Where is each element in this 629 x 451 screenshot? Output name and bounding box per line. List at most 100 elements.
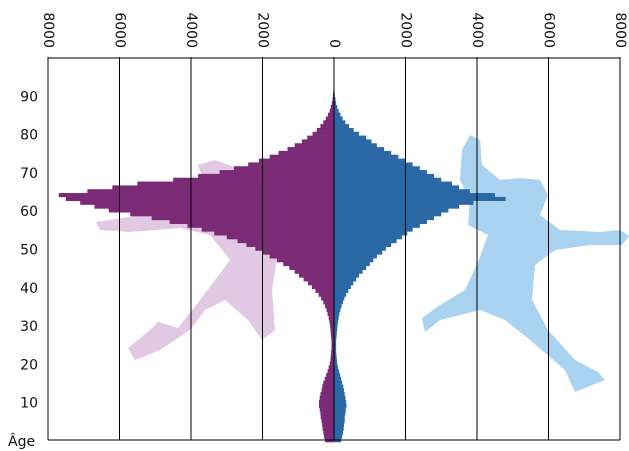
bar bbox=[233, 166, 334, 171]
bar bbox=[108, 208, 335, 213]
bar bbox=[324, 376, 334, 382]
bar bbox=[287, 147, 334, 152]
bar bbox=[334, 327, 338, 332]
bar bbox=[325, 304, 334, 309]
bar bbox=[248, 162, 334, 167]
bar bbox=[334, 434, 343, 439]
bar bbox=[322, 422, 334, 427]
bar bbox=[328, 365, 334, 370]
x-tick-label: 4000 bbox=[469, 12, 485, 48]
bar bbox=[334, 269, 363, 274]
bar bbox=[303, 277, 334, 282]
x-tick-label: 4000 bbox=[183, 12, 199, 48]
bar bbox=[87, 189, 334, 194]
bar bbox=[322, 384, 334, 389]
bar bbox=[334, 239, 397, 244]
bar bbox=[330, 330, 334, 336]
bar bbox=[334, 265, 367, 270]
bar bbox=[334, 158, 406, 163]
y-tick-label: 90 bbox=[20, 89, 38, 105]
bar bbox=[289, 265, 334, 270]
bar bbox=[334, 330, 337, 336]
bar bbox=[334, 204, 460, 209]
bar bbox=[334, 162, 413, 167]
bar bbox=[94, 204, 334, 209]
bar bbox=[334, 380, 343, 385]
bar bbox=[334, 227, 413, 232]
y-tick-label: 70 bbox=[20, 166, 38, 182]
bar bbox=[334, 430, 343, 435]
bar bbox=[334, 116, 343, 121]
bar bbox=[334, 300, 343, 305]
bar bbox=[331, 346, 334, 351]
bar bbox=[334, 369, 340, 374]
bar bbox=[169, 219, 334, 224]
bar bbox=[334, 212, 442, 217]
bar bbox=[334, 307, 341, 313]
bar bbox=[320, 392, 334, 397]
bar bbox=[334, 261, 370, 267]
bar bbox=[330, 357, 334, 362]
bar bbox=[332, 97, 334, 102]
bar bbox=[323, 300, 334, 305]
bar bbox=[323, 120, 334, 125]
bar bbox=[334, 296, 345, 301]
bar bbox=[334, 104, 338, 110]
bar bbox=[334, 419, 345, 424]
bar bbox=[334, 200, 474, 205]
bar bbox=[323, 430, 334, 435]
bar bbox=[331, 342, 334, 347]
bar bbox=[334, 392, 345, 397]
bar bbox=[187, 223, 334, 228]
bar bbox=[301, 139, 334, 144]
bar bbox=[334, 319, 338, 324]
bar bbox=[330, 327, 334, 332]
bar bbox=[307, 135, 334, 140]
bar bbox=[334, 139, 372, 144]
y-axis-label: Âge bbox=[8, 432, 35, 450]
bar bbox=[137, 181, 334, 186]
x-tick-label: 6000 bbox=[112, 12, 128, 48]
bar bbox=[330, 323, 334, 328]
bar bbox=[311, 284, 334, 290]
x-tick-label: 0 bbox=[326, 39, 342, 48]
x-tick-label: 2000 bbox=[398, 12, 414, 48]
bar bbox=[326, 307, 334, 313]
bar bbox=[334, 127, 354, 133]
x-tick-label: 8000 bbox=[40, 12, 56, 48]
bar bbox=[334, 403, 347, 408]
bar bbox=[298, 273, 334, 278]
bar bbox=[334, 208, 449, 213]
bar bbox=[226, 235, 334, 240]
bar bbox=[334, 177, 442, 182]
bar bbox=[334, 323, 338, 328]
bar bbox=[334, 342, 337, 347]
bar bbox=[318, 399, 334, 404]
bar bbox=[130, 212, 334, 217]
bar bbox=[334, 193, 495, 198]
bar bbox=[334, 112, 341, 117]
silhouette-right bbox=[422, 135, 629, 392]
bar bbox=[331, 101, 334, 106]
bar bbox=[334, 181, 452, 186]
bar bbox=[334, 284, 351, 290]
bar bbox=[307, 281, 334, 286]
bar bbox=[173, 177, 334, 182]
bar bbox=[269, 254, 334, 259]
bar bbox=[334, 373, 341, 378]
bar bbox=[320, 124, 334, 129]
bar bbox=[332, 93, 334, 98]
bar bbox=[334, 170, 427, 175]
bar bbox=[334, 147, 385, 152]
bar bbox=[65, 196, 334, 202]
y-tick-label: 40 bbox=[20, 281, 38, 297]
bar bbox=[334, 254, 377, 259]
bar bbox=[334, 357, 337, 362]
bar bbox=[334, 273, 360, 278]
bar bbox=[334, 415, 345, 420]
bar bbox=[320, 415, 334, 420]
bar bbox=[334, 304, 342, 309]
y-tick-label: 50 bbox=[20, 243, 38, 259]
bar bbox=[334, 196, 506, 202]
bar bbox=[321, 296, 334, 301]
